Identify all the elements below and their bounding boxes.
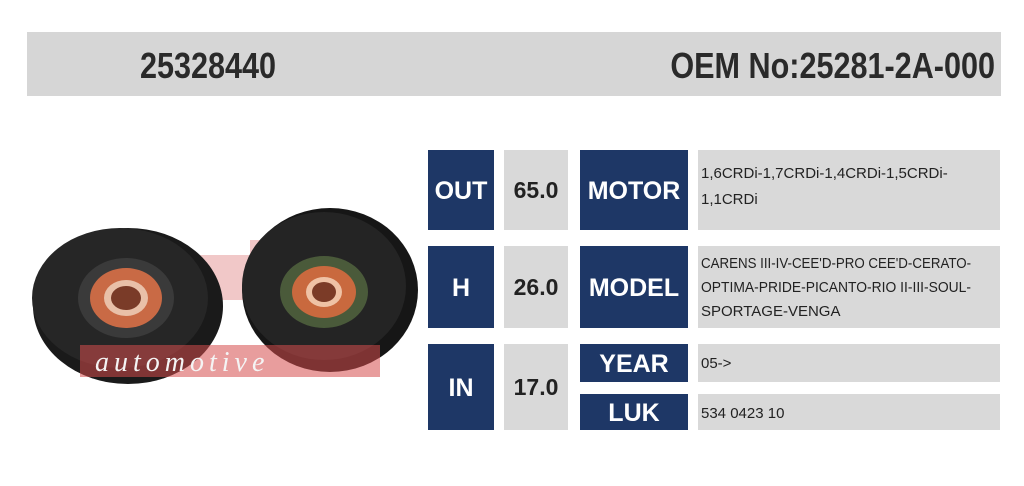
spec-table <box>428 150 1000 430</box>
info-text: CARENS III-IV-CEE'D-PRO CEE'D-CERATO- <box>701 255 971 272</box>
spec-value: 65.0 <box>514 177 559 203</box>
spec-value-cell <box>504 344 568 430</box>
product-image <box>32 208 418 384</box>
spec-label-cell <box>428 246 494 328</box>
spec-value-cell <box>504 246 568 328</box>
info-label-cell <box>580 344 688 382</box>
spec-label-cell <box>428 150 494 230</box>
spec-label: IN <box>449 374 474 402</box>
oem-number: OEM No:25281-2A-000 <box>670 47 995 87</box>
info-text: OPTIMA-PRIDE-PICANTO-RIO II-III-SOUL- <box>701 279 971 296</box>
header-band <box>27 32 1001 96</box>
info-value-cell <box>698 150 1000 230</box>
part-number: 25328440 <box>140 47 276 87</box>
info-text: 05-> <box>701 355 732 372</box>
spec-label: OUT <box>435 177 488 205</box>
info-label: MOTOR <box>588 177 681 205</box>
info-text: 534 0423 10 <box>701 405 784 422</box>
spec-value-cell <box>504 150 568 230</box>
spec-value: 26.0 <box>514 274 559 300</box>
info-label: YEAR <box>599 350 668 378</box>
info-text: 1,6CRDi-1,7CRDi-1,4CRDi-1,5CRDi- <box>701 165 948 182</box>
info-text: SPORTAGE-VENGA <box>701 303 840 320</box>
info-text: 1,1CRDi <box>701 191 758 208</box>
info-label: LUK <box>608 399 659 427</box>
info-value-cell <box>698 344 1000 382</box>
spec-label-cell <box>428 344 494 430</box>
info-label-cell <box>580 246 688 328</box>
spec-label: H <box>452 274 470 302</box>
info-label: MODEL <box>589 274 679 302</box>
info-label-cell <box>580 394 688 430</box>
info-label-cell <box>580 150 688 230</box>
watermark: automotive <box>95 347 269 378</box>
info-value-cell <box>698 246 1000 328</box>
spec-value: 17.0 <box>514 374 559 400</box>
info-value-cell <box>698 394 1000 430</box>
